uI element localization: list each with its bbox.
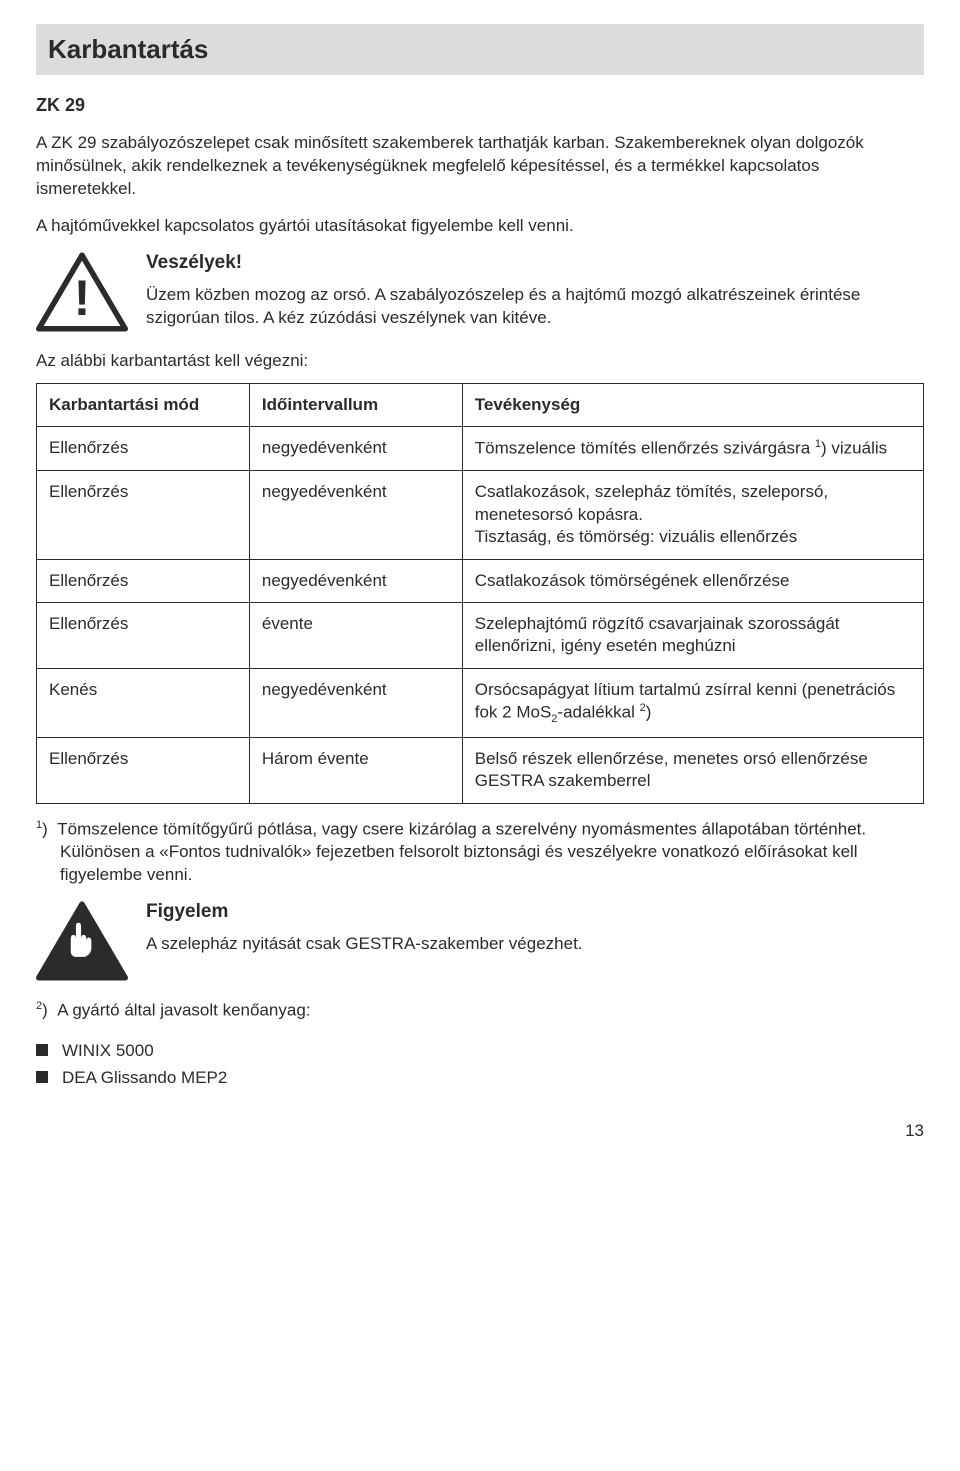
- table-cell: Kenés: [37, 668, 250, 737]
- lubricant-list: WINIX 5000 DEA Glissando MEP2: [36, 1037, 924, 1091]
- warning-text: Üzem közben mozog az orsó. A szabályozós…: [146, 284, 924, 330]
- table-header: Karbantartási mód: [37, 383, 250, 426]
- intro-paragraph-2: A hajtóművekkel kapcsolatos gyártói utas…: [36, 215, 924, 238]
- footnote-1: 1) Tömszelence tömítőgyűrű pótlása, vagy…: [36, 818, 924, 887]
- table-row: EllenőrzéséventeSzelephajtómű rögzítő cs…: [37, 602, 924, 668]
- table-row: EllenőrzésnegyedévenkéntTömszelence tömí…: [37, 427, 924, 471]
- table-row: EllenőrzésHárom éventeBelső részek ellen…: [37, 737, 924, 803]
- table-cell: negyedévenként: [249, 427, 462, 471]
- pre-table-text: Az alábbi karbantartást kell végezni:: [36, 350, 924, 373]
- table-cell: Tömszelence tömítés ellenőrzés szivárgás…: [462, 427, 923, 471]
- table-row: EllenőrzésnegyedévenkéntCsatlakozások, s…: [37, 471, 924, 559]
- table-cell: Orsócsapágyat lítium tartalmú zsírral ke…: [462, 668, 923, 737]
- table-row: EllenőrzésnegyedévenkéntCsatlakozások tö…: [37, 559, 924, 602]
- table-cell: Ellenőrzés: [37, 737, 250, 803]
- list-item: WINIX 5000: [36, 1037, 924, 1064]
- list-item: DEA Glissando MEP2: [36, 1064, 924, 1091]
- attention-heading: Figyelem: [146, 901, 924, 923]
- table-cell: Csatlakozások tömörségének ellenőrzése: [462, 559, 923, 602]
- maintenance-table: Karbantartási mód Időintervallum Tevéken…: [36, 383, 924, 804]
- table-cell: Ellenőrzés: [37, 602, 250, 668]
- table-cell: Ellenőrzés: [37, 427, 250, 471]
- table-header: Időintervallum: [249, 383, 462, 426]
- page-number: 13: [36, 1121, 924, 1141]
- attention-callout: Figyelem A szelepház nyitását csak GESTR…: [36, 901, 924, 981]
- warning-callout: ! Veszélyek! Üzem közben mozog az orsó. …: [36, 252, 924, 332]
- table-cell: Ellenőrzés: [37, 559, 250, 602]
- table-header: Tevékenység: [462, 383, 923, 426]
- table-cell: Ellenőrzés: [37, 471, 250, 559]
- warning-triangle-icon: !: [36, 252, 128, 332]
- warning-heading: Veszélyek!: [146, 252, 924, 274]
- section-subheading: ZK 29: [36, 95, 924, 116]
- attention-hand-icon: [36, 901, 128, 981]
- table-cell: negyedévenként: [249, 559, 462, 602]
- page-title: Karbantartás: [36, 24, 924, 75]
- attention-text: A szelepház nyitását csak GESTRA-szakemb…: [146, 933, 924, 956]
- intro-paragraph-1: A ZK 29 szabályozószelepet csak minősíte…: [36, 132, 924, 201]
- table-cell: negyedévenként: [249, 668, 462, 737]
- table-cell: Három évente: [249, 737, 462, 803]
- footnote-2-lead: 2) A gyártó által javasolt kenőanyag:: [36, 999, 924, 1023]
- table-cell: évente: [249, 602, 462, 668]
- table-header-row: Karbantartási mód Időintervallum Tevéken…: [37, 383, 924, 426]
- table-cell: negyedévenként: [249, 471, 462, 559]
- table-cell: Szelephajtómű rögzítő csavarjainak szoro…: [462, 602, 923, 668]
- table-cell: Csatlakozások, szelepház tömítés, szelep…: [462, 471, 923, 559]
- table-row: KenésnegyedévenkéntOrsócsapágyat lítium …: [37, 668, 924, 737]
- svg-text:!: !: [74, 270, 91, 326]
- table-cell: Belső részek ellenőrzése, menetes orsó e…: [462, 737, 923, 803]
